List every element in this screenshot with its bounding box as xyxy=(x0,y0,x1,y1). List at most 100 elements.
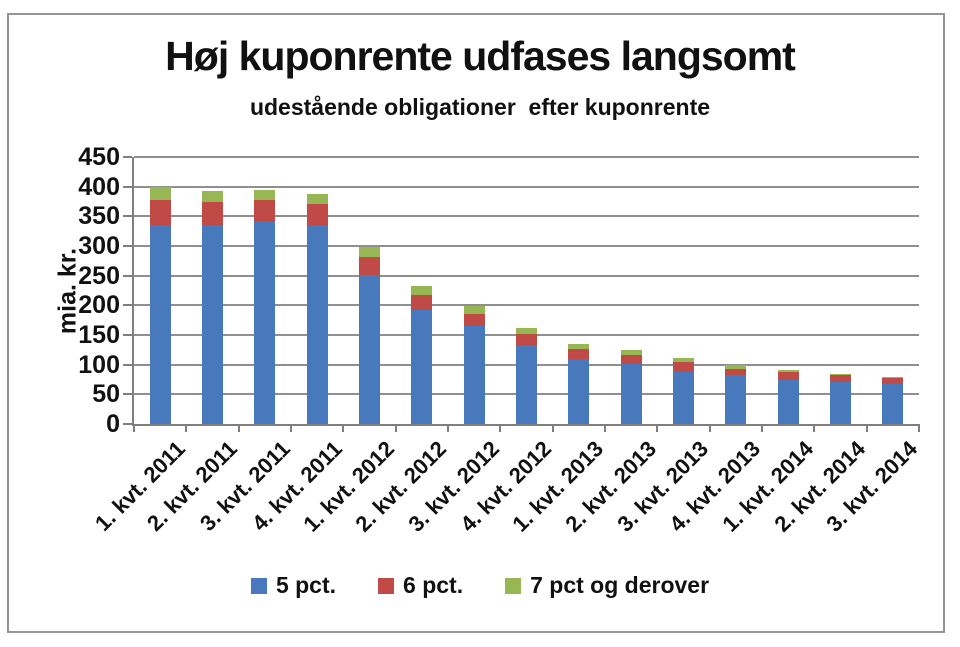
x-axis-tick xyxy=(133,424,135,432)
bar-segment-6-pct xyxy=(411,295,433,311)
y-gridline xyxy=(134,304,919,307)
bar-segment-6-pct xyxy=(202,202,223,225)
bar xyxy=(202,191,223,424)
x-axis-tick xyxy=(290,424,292,432)
plot-area: 0 50 100 150 200 250 300 350 400 450 xyxy=(78,143,920,438)
bar xyxy=(359,247,380,424)
bar-segment-5-pct xyxy=(882,384,904,424)
bar-segment-5-pct xyxy=(306,224,328,424)
x-axis-tick xyxy=(865,424,868,432)
bar-segment-7-pct-og-derover xyxy=(673,358,694,363)
bar-segment-5-pct xyxy=(568,359,590,424)
bar-segment-7-pct-og-derover xyxy=(620,349,642,355)
bar-segment-7-pct-og-derover xyxy=(411,286,433,296)
legend-item: 6 pct. xyxy=(378,572,463,599)
x-axis-tick xyxy=(394,424,397,432)
x-axis-tick xyxy=(447,424,449,432)
bar-segment-6-pct xyxy=(673,362,694,373)
bar-segment-7-pct-og-derover xyxy=(149,186,171,200)
bar xyxy=(830,373,851,424)
y-tick-label: 0 xyxy=(106,410,120,438)
y-gridline xyxy=(134,215,919,218)
legend-swatch xyxy=(378,577,395,594)
bar xyxy=(306,193,328,424)
y-axis-tick xyxy=(123,274,132,277)
bar-segment-5-pct xyxy=(149,225,171,424)
bar-segment-7-pct-og-derover xyxy=(568,343,590,349)
x-axis-tick xyxy=(342,424,345,432)
x-axis-tick xyxy=(813,424,816,432)
bar-segment-5-pct xyxy=(254,220,276,424)
bar-segment-6-pct xyxy=(620,354,642,365)
legend: 5 pct. 6 pct. 7 pct og derover xyxy=(0,572,960,599)
bar-segment-6-pct xyxy=(463,313,485,327)
bar-segment-6-pct xyxy=(516,334,537,346)
bar xyxy=(411,286,433,424)
x-axis-tick xyxy=(185,424,188,432)
bar-segment-7-pct-og-derover xyxy=(359,247,380,258)
bar-segment-7-pct-og-derover xyxy=(202,191,223,203)
bar-segment-5-pct xyxy=(777,379,799,424)
bar-segment-7-pct-og-derover xyxy=(463,305,485,314)
y-tick-label: 300 xyxy=(78,232,120,260)
bar-segment-6-pct xyxy=(830,375,851,382)
x-axis-tick xyxy=(918,424,920,432)
bar xyxy=(463,305,485,424)
bar-segment-7-pct-og-derover xyxy=(830,373,851,376)
bar-segment-7-pct-og-derover xyxy=(725,365,747,369)
legend-label: 6 pct. xyxy=(403,572,464,598)
bar-segment-5-pct xyxy=(725,374,747,424)
bar-segment-6-pct xyxy=(725,368,747,375)
y-axis-tick xyxy=(123,423,132,425)
bar xyxy=(673,358,694,424)
bar-segment-5-pct xyxy=(673,372,694,424)
x-axis-tick xyxy=(499,424,502,432)
y-tick-label: 400 xyxy=(78,172,120,201)
chart-subtitle: udestående obligationer efter kuponrente xyxy=(249,94,711,120)
y-tick-label: 250 xyxy=(78,261,120,290)
bar-segment-5-pct xyxy=(516,345,537,424)
bar-segment-7-pct-og-derover xyxy=(254,189,276,200)
bar-segment-6-pct xyxy=(359,257,380,276)
bar-segment-5-pct xyxy=(830,381,851,424)
legend-label: 7 pct og derover xyxy=(530,572,710,598)
x-axis-tick xyxy=(761,424,763,432)
bar xyxy=(777,370,799,424)
bar-segment-5-pct xyxy=(620,364,642,424)
y-axis-tick xyxy=(123,185,132,188)
legend-swatch xyxy=(250,577,267,594)
bar-segment-6-pct xyxy=(882,378,904,385)
bar-segment-7-pct-og-derover xyxy=(306,193,328,204)
bar-segment-6-pct xyxy=(568,348,590,360)
y-gridline xyxy=(134,245,919,247)
x-axis-tick xyxy=(708,424,711,432)
x-axis-tick xyxy=(237,424,240,432)
y-axis-tick xyxy=(123,245,132,247)
y-axis-tick xyxy=(123,304,132,307)
y-axis-tick xyxy=(123,363,132,366)
y-gridline xyxy=(134,274,919,277)
bar-segment-7-pct-og-derover xyxy=(516,327,537,335)
bar xyxy=(516,327,537,424)
bar-segment-5-pct xyxy=(411,310,433,424)
bar-segment-6-pct xyxy=(149,199,171,226)
bar-segment-7-pct-og-derover xyxy=(777,370,799,373)
bar-segment-6-pct xyxy=(306,203,328,225)
legend-item: 7 pct og derover xyxy=(505,572,709,599)
legend-swatch xyxy=(505,577,522,594)
bar xyxy=(149,186,171,424)
y-tick-label: 350 xyxy=(78,202,120,231)
x-axis-tick xyxy=(656,424,659,432)
y-axis-tick xyxy=(123,215,132,218)
bar xyxy=(882,377,904,424)
bar xyxy=(620,349,642,424)
y-axis-tick xyxy=(123,393,132,396)
y-gridline xyxy=(134,185,919,188)
y-tick-label: 200 xyxy=(78,291,120,320)
y-axis-tick xyxy=(123,156,132,158)
bar-segment-5-pct xyxy=(202,224,223,424)
bar-segment-6-pct xyxy=(777,372,799,380)
bar-segment-5-pct xyxy=(463,326,485,424)
legend-item: 5 pct. xyxy=(250,572,336,599)
y-tick-label: 150 xyxy=(78,321,120,349)
